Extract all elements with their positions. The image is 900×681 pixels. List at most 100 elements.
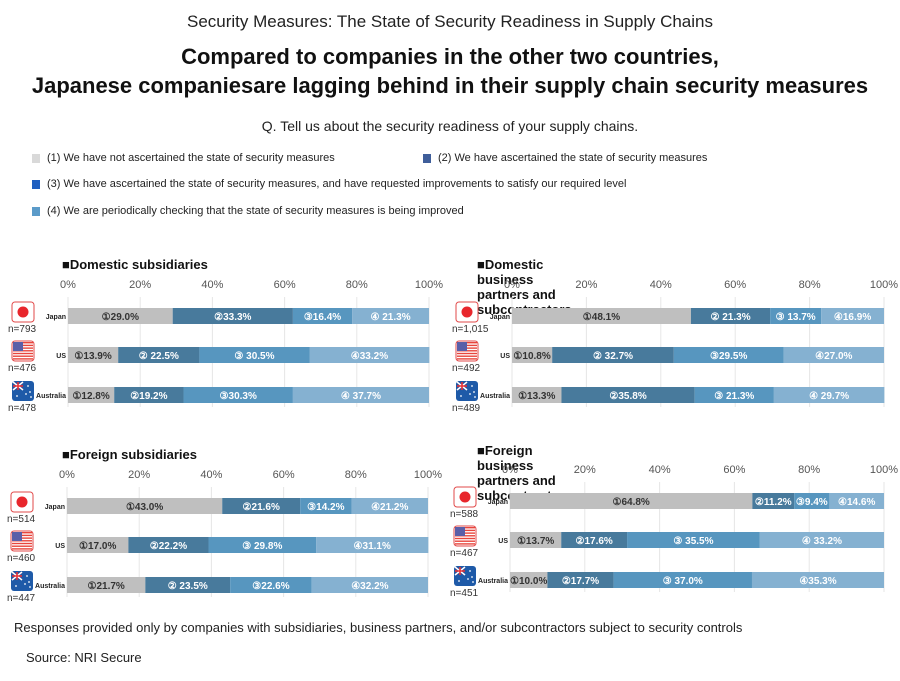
source-credit: Source: NRI Secure	[26, 650, 142, 665]
sample-size-label: n=492	[452, 363, 481, 374]
bar-segment-3	[183, 387, 293, 403]
bar-segment-2	[128, 537, 209, 553]
data-label: ④31.1%	[354, 541, 391, 552]
data-label: ② 22.5%	[139, 351, 179, 362]
legend-item-1: (1) We have not ascertained the state of…	[32, 152, 335, 164]
legend-label-1: (1) We have not ascertained the state of…	[47, 152, 335, 164]
us-flag-icon	[11, 340, 35, 362]
x-tick-label: 100%	[414, 469, 442, 481]
data-label: ③ 21.3%	[714, 391, 754, 402]
footnote: Responses provided only by companies wit…	[14, 620, 743, 635]
legend-label-4: (4) We are periodically checking that th…	[47, 205, 464, 217]
bar-segment-4	[783, 347, 884, 363]
bar-segment-4	[311, 577, 428, 593]
bar-segment-4	[352, 308, 429, 324]
bar-segment-1	[512, 387, 562, 403]
data-label: ②19.2%	[130, 391, 167, 402]
data-label: ②35.8%	[609, 391, 646, 402]
bar-segment-3	[208, 537, 317, 553]
chart-foreign-business-partners: ■Foreign business partners and subcontra…	[0, 440, 898, 610]
data-label: ①13.3%	[518, 391, 555, 402]
bar-segment-4	[821, 308, 884, 324]
bar-segment-4	[309, 347, 430, 363]
bar-segment-4	[773, 387, 885, 403]
x-tick-label: 20%	[575, 279, 597, 291]
data-label: ②17.7%	[562, 576, 599, 587]
bar-segment-1	[68, 387, 115, 403]
headline: Compared to companies in the other two c…	[0, 42, 900, 100]
country-label: US	[498, 538, 508, 545]
data-label: ②33.3%	[214, 312, 251, 323]
bar-segment-3	[230, 577, 312, 593]
x-tick-label: 20%	[129, 279, 151, 291]
x-tick-label: 80%	[345, 469, 367, 481]
us-flag-icon	[455, 340, 479, 362]
chart-svg: 0% 20% 40% 60% 80% 100% Japan n=514 ①43.0% ②21.6%…	[7, 469, 442, 604]
sample-size-label: n=447	[7, 593, 36, 604]
data-label: ①17.0%	[79, 541, 116, 552]
bar-segment-1	[68, 308, 173, 324]
data-label: ③ 37.0%	[663, 576, 703, 587]
chart-domestic-business-partners: ■Domestic business partners and subcontr…	[0, 255, 898, 425]
bar-segment-4	[316, 537, 429, 553]
x-tick-label: 0%	[59, 469, 75, 481]
data-label: ② 21.3%	[710, 312, 750, 323]
australia-flag-icon	[11, 571, 33, 591]
sample-size-label: n=478	[8, 403, 37, 414]
data-label: ①64.8%	[613, 497, 650, 508]
legend-label-2: (2) We have ascertained the state of sec…	[438, 152, 708, 164]
bar-segment-1	[67, 537, 129, 553]
data-label: ④ 21.3%	[370, 312, 410, 323]
sample-size-label: n=514	[7, 514, 36, 525]
bar-segment-1	[510, 572, 548, 588]
country-label: US	[56, 353, 66, 360]
data-label: ④35.3%	[799, 576, 836, 587]
bar-segment-1	[512, 347, 553, 363]
australia-flag-icon	[12, 381, 34, 401]
bar-segment-3	[627, 532, 760, 548]
chart-svg: 0% 20% 40% 60% 80% 100% Japan n=588 ①64.8% ②11.2%…	[450, 464, 898, 599]
bar-segment-2	[172, 308, 293, 324]
chart-foreign-subsidiaries: ■Foreign subsidiaries 0% 20% 40% 60% 80% 100%…	[0, 445, 442, 615]
x-tick-label: 60%	[724, 279, 746, 291]
data-label: ④33.2%	[351, 351, 388, 362]
x-tick-label: 40%	[201, 279, 223, 291]
bar-segment-2	[561, 387, 695, 403]
legend-item-2: (2) We have ascertained the state of sec…	[423, 152, 707, 164]
x-tick-label: 80%	[798, 464, 820, 476]
x-tick-label: 40%	[650, 279, 672, 291]
x-tick-label: 20%	[128, 469, 150, 481]
sample-size-label: n=467	[450, 548, 479, 559]
data-label: ①10.8%	[513, 351, 550, 362]
data-label: ③29.5%	[710, 351, 747, 362]
bar-segment-2	[547, 572, 614, 588]
bar-segment-2	[114, 387, 184, 403]
bar-segment-1	[510, 532, 562, 548]
data-label: ①13.7%	[517, 536, 554, 547]
bar-segment-2	[552, 347, 674, 363]
chart-svg: 0% 20% 40% 60% 80% 100% Japan n=793 ①29.0% ②33.3%…	[8, 279, 443, 414]
data-label: ②21.6%	[243, 502, 280, 513]
data-label: ④ 37.7%	[341, 391, 381, 402]
bar-segment-4	[751, 572, 884, 588]
legend-item-4: (4) We are periodically checking that th…	[32, 205, 464, 217]
bar-segment-1	[510, 493, 753, 509]
country-label: Japan	[490, 314, 510, 321]
bar-segment-1	[67, 498, 223, 514]
country-label: Japan	[488, 499, 508, 506]
data-label: ②17.6%	[575, 536, 612, 547]
sample-size-label: n=489	[452, 403, 481, 414]
japan-flag-icon	[11, 301, 35, 323]
sample-size-label: n=460	[7, 553, 36, 564]
bar-segment-2	[561, 532, 628, 548]
x-tick-label: 40%	[200, 469, 222, 481]
bar-segment-4	[759, 532, 884, 548]
country-label: Australia	[36, 393, 66, 400]
bar-segment-2	[222, 498, 301, 514]
headline-line-2: Japanese companiesare lagging behind in …	[31, 73, 869, 98]
country-label: Japan	[45, 504, 65, 511]
bar-segment-3	[673, 347, 784, 363]
japan-flag-icon	[10, 491, 34, 513]
sample-size-label: n=1,015	[452, 324, 489, 335]
